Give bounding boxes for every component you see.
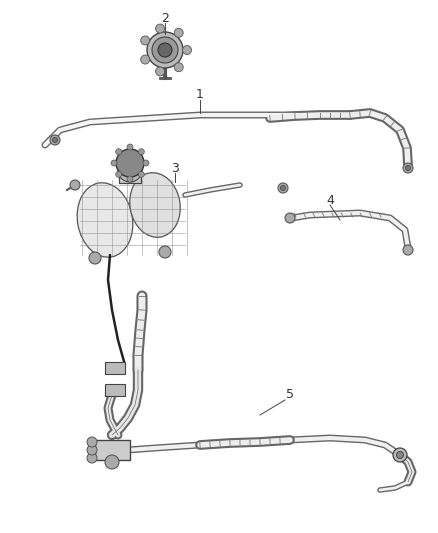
Circle shape (50, 135, 60, 145)
Circle shape (111, 160, 117, 166)
Circle shape (174, 63, 183, 72)
Text: 2: 2 (161, 12, 169, 25)
Circle shape (396, 451, 403, 458)
Text: 5: 5 (286, 389, 294, 401)
Circle shape (406, 166, 410, 171)
Circle shape (53, 138, 57, 142)
Circle shape (116, 149, 122, 155)
Circle shape (105, 455, 119, 469)
Circle shape (138, 149, 144, 155)
Circle shape (141, 36, 150, 45)
Circle shape (127, 176, 133, 182)
Circle shape (116, 171, 122, 177)
Circle shape (147, 32, 183, 68)
Circle shape (89, 252, 101, 264)
Circle shape (143, 160, 149, 166)
Circle shape (87, 437, 97, 447)
Text: 3: 3 (171, 161, 179, 174)
Circle shape (158, 43, 172, 57)
Ellipse shape (77, 183, 133, 257)
Text: 4: 4 (326, 193, 334, 206)
Circle shape (141, 55, 150, 64)
Circle shape (393, 448, 407, 462)
Bar (95, 440, 130, 460)
Circle shape (403, 163, 413, 173)
Circle shape (87, 445, 97, 455)
Circle shape (278, 183, 288, 193)
Bar (105, 384, 125, 396)
Circle shape (159, 246, 171, 258)
Circle shape (152, 37, 178, 63)
Circle shape (116, 149, 144, 177)
Ellipse shape (130, 173, 180, 237)
Circle shape (70, 180, 80, 190)
Circle shape (155, 24, 165, 33)
Circle shape (285, 213, 295, 223)
Bar (105, 362, 125, 374)
Circle shape (87, 453, 97, 463)
Circle shape (280, 185, 286, 190)
Circle shape (127, 144, 133, 150)
Circle shape (118, 158, 142, 182)
Text: 1: 1 (196, 88, 204, 101)
Circle shape (183, 45, 191, 54)
Bar (119, 167, 141, 182)
Circle shape (138, 171, 144, 177)
Circle shape (403, 245, 413, 255)
Circle shape (174, 28, 183, 37)
Circle shape (155, 67, 165, 76)
